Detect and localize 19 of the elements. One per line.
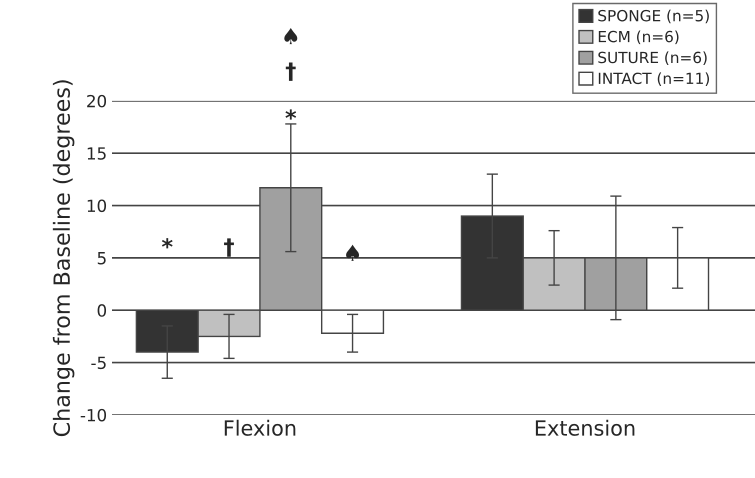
- legend-label: ECM (n=6): [598, 30, 679, 44]
- x-tick-label: Flexion: [224, 420, 296, 436]
- legend-label: INTACT (n=11): [598, 72, 709, 86]
- text: †: [286, 62, 296, 81]
- x-tick-label: Extension: [536, 420, 634, 436]
- annotation: *: [162, 238, 173, 248]
- y-tick-label: 10: [88, 200, 106, 212]
- y-tick-label: 20: [87, 94, 106, 108]
- y-tick-label: -5: [91, 356, 106, 370]
- y-tick-label: 5: [98, 252, 106, 264]
- annotation: *: [285, 109, 296, 120]
- text: ♠: [284, 28, 298, 44]
- legend-label: SUTURE (n=6): [598, 51, 707, 66]
- y-tick-label: -10: [80, 408, 106, 422]
- legend-label: SPONGE (n=5): [598, 10, 709, 24]
- y-axis-title: Change from Baseline (degrees): [52, 80, 74, 436]
- annotation: †: [224, 238, 234, 257]
- y-tick-label: 0: [98, 304, 106, 317]
- y-tick-label: 15: [88, 147, 106, 160]
